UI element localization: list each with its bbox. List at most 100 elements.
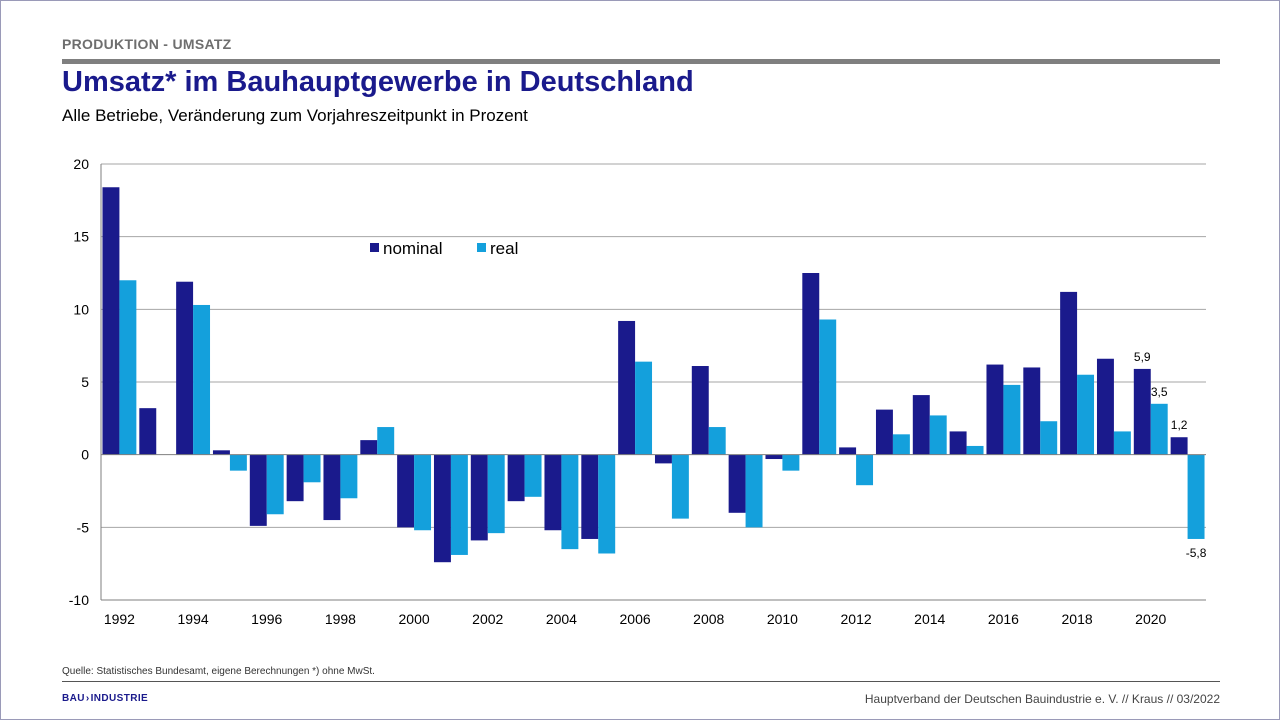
bar-real-1994 [193,304,211,455]
bar-nominal-1997 [286,454,304,502]
bar-nominal-1999 [360,440,378,455]
bar-nominal-2018 [1060,291,1078,455]
bar-nominal-2007 [654,454,672,464]
bar-real-2005 [598,454,616,554]
bar-real-2009 [745,454,763,528]
x-tick-label: 1996 [251,611,282,627]
bar-real-2015 [966,445,984,455]
x-tick-label: 2008 [693,611,724,627]
x-tick-label: 2010 [767,611,798,627]
source-note: Quelle: Statistisches Bundesamt, eigene … [62,666,375,677]
x-tick-label: 2000 [399,611,430,627]
data-label: 3,5 [1151,385,1168,399]
data-labels: 5,9 3,5 1,2 -5,8 [1134,350,1207,560]
bar-nominal-2021 [1170,437,1188,455]
bar-nominal-2015 [949,431,967,455]
bar-nominal-2011 [802,273,820,455]
bar-real-1995 [229,454,247,471]
bar-nominal-2006 [618,320,636,455]
page-subtitle: Alle Betriebe, Veränderung zum Vorjahres… [62,106,528,125]
bar-nominal-1998 [323,454,341,521]
axes [100,164,1206,601]
bar-nominal-2005 [581,454,599,539]
data-label: -5,8 [1186,546,1207,560]
chevron-icon: › [85,693,90,704]
bar-real-2018 [1077,374,1095,455]
footer-credits: Hauptverband der Deutschen Bauindustrie … [864,692,1220,706]
bar-real-1999 [377,427,395,455]
bar-nominal-1995 [212,450,230,455]
footer-rule [62,681,1220,682]
bar-real-2006 [635,361,653,455]
y-tick-label: 15 [73,229,89,245]
data-label: 1,2 [1171,418,1188,432]
bar-real-2003 [524,454,542,497]
bar-real-2021 [1187,454,1205,539]
bar-nominal-1992 [102,187,120,455]
bar-nominal-2002 [470,454,488,541]
bar-nominal-2009 [728,454,746,513]
bauindustrie-logo: BAU›INDUSTRIE [62,693,148,704]
x-tick-label: 2020 [1135,611,1166,627]
x-tick-label: 1992 [104,611,135,627]
tick-labels: -10 -5 0 5 10 15 20 1992 1994 1996 1998 2000 2002 200… [69,156,1167,627]
bar-nominal-2017 [1023,367,1041,455]
y-tick-label: 10 [73,301,89,317]
y-tick-label: 20 [73,156,89,172]
bar-real-2020 [1150,403,1168,455]
y-tick-label: -5 [77,519,90,535]
section-label: PRODUKTION - UMSATZ [62,36,232,52]
x-tick-label: 1994 [178,611,209,627]
bar-nominal-2000 [397,454,415,528]
x-tick-label: 2004 [546,611,577,627]
bar-nominal-1993 [139,408,157,455]
bar-real-2019 [1113,431,1131,455]
bar-nominal-2003 [507,454,525,502]
bar-nominal-2013 [875,409,893,455]
bar-nominal-1994 [176,281,194,455]
y-tick-label: -10 [69,592,89,608]
bar-real-2001 [450,454,468,555]
bar-real-2014 [929,415,947,455]
bar-real-1996 [266,454,284,515]
x-tick-label: 2006 [620,611,651,627]
x-tick-label: 2016 [988,611,1019,627]
bar-nominal-2014 [912,395,930,455]
bar-nominal-2010 [765,454,783,460]
bar-real-1997 [303,454,321,483]
bar-nominal-2020 [1133,368,1151,455]
legend-swatch-nominal [370,243,379,252]
bar-real-2011 [819,319,837,455]
legend-label-real: real [490,239,518,258]
bar-real-2016 [1003,384,1021,455]
legend-label-nominal: nominal [383,239,443,258]
bar-real-1998 [340,454,358,499]
bar-nominal-2012 [839,447,857,455]
page-title: Umsatz* im Bauhauptgewerbe in Deutschlan… [62,66,694,98]
bar-real-2004 [561,454,579,550]
bar-real-2002 [487,454,505,534]
x-tick-label: 2014 [914,611,945,627]
bar-nominal-2008 [691,366,709,455]
y-tick-label: 0 [81,447,89,463]
chart-legend: nominal real [370,239,518,258]
x-tick-label: 2012 [841,611,872,627]
bars [102,187,1205,563]
bar-real-2000 [414,454,432,531]
bar-real-2013 [892,434,910,455]
logo-text-left: BAU [62,693,85,704]
x-tick-label: 1998 [325,611,356,627]
legend-swatch-real [477,243,486,252]
bar-nominal-1996 [249,454,267,526]
bar-nominal-2016 [986,364,1004,455]
x-tick-label: 2002 [472,611,503,627]
bar-real-2012 [856,454,874,486]
logo-text-right: INDUSTRIE [90,693,149,704]
bar-real-2010 [782,454,800,471]
y-tick-label: 5 [81,374,89,390]
bar-real-2008 [708,427,726,455]
bar-nominal-2001 [433,454,451,563]
data-label: 5,9 [1134,350,1151,364]
bar-real-2007 [671,454,689,519]
